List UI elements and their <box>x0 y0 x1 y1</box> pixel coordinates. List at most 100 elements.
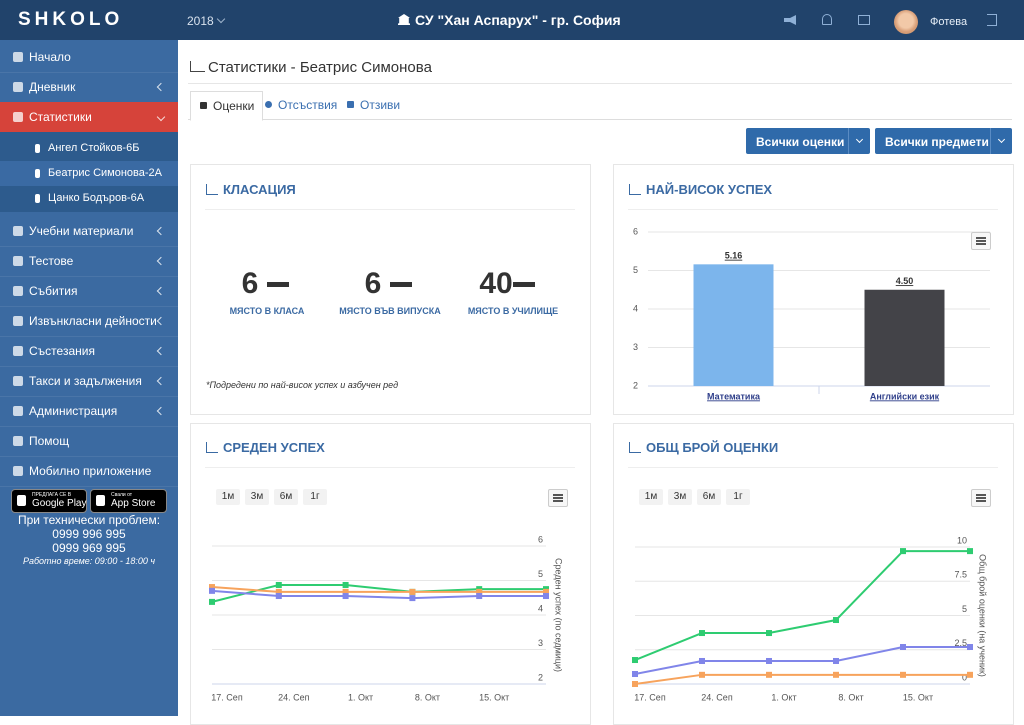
range-button[interactable]: 1г <box>303 489 327 505</box>
nav-label[interactable]: Събития <box>29 284 78 298</box>
nav-label[interactable]: Начало <box>29 50 71 64</box>
range-button[interactable]: 1г <box>726 489 750 505</box>
title-icon <box>190 61 205 72</box>
logout-icon[interactable] <box>987 14 997 26</box>
user-name[interactable]: Фотева <box>930 16 968 28</box>
tab[interactable]: Отсъствия <box>256 91 345 119</box>
nav-item[interactable]: Учебни материали <box>0 216 178 247</box>
range-button[interactable]: 6м <box>274 489 298 505</box>
ranking-panel <box>190 164 591 415</box>
point-marker <box>409 595 416 602</box>
panel-divider <box>628 467 998 468</box>
nav-icon <box>13 466 23 476</box>
range-button[interactable]: 1м <box>639 489 663 505</box>
point-marker <box>209 587 215 594</box>
nav-label[interactable]: Дневник <box>29 80 76 94</box>
range-button[interactable]: 1м <box>216 489 240 505</box>
point-marker <box>543 593 549 600</box>
filter-button[interactable]: Всички предмети <box>875 128 1012 154</box>
tab-label[interactable]: Отзиви <box>360 98 401 112</box>
store-badge[interactable]: Свали от App Store <box>90 489 167 513</box>
sub-nav-item[interactable]: Ангел Стойков-6Б <box>0 136 178 161</box>
x-tick-label: 24. Сеп <box>278 692 310 702</box>
nav-item[interactable]: Начало <box>0 42 178 73</box>
nav-label[interactable]: Тестове <box>29 254 74 268</box>
x-tick-label: 8. Окт <box>415 692 440 702</box>
point-marker <box>900 671 906 678</box>
x-tick-label: Математика <box>707 391 761 401</box>
tab-label[interactable]: Отсъствия <box>278 98 338 112</box>
nav-item[interactable]: Помощ <box>0 426 178 457</box>
chart-menu[interactable] <box>971 489 991 507</box>
divider <box>188 83 1012 84</box>
sub-nav: Ангел Стойков-6Б Беатрис Симонова-2А Цанко… <box>0 132 178 212</box>
sub-nav-item[interactable]: Цанко Бодъров-6А <box>0 186 178 211</box>
point-marker <box>967 548 973 555</box>
nav-label[interactable]: Статистики <box>29 110 92 124</box>
y-tick-label: 5 <box>538 569 543 579</box>
filter-button[interactable]: Всички оценки <box>746 128 870 154</box>
point-marker <box>342 588 349 595</box>
bell-icon[interactable] <box>822 14 832 25</box>
chart-menu[interactable] <box>971 232 991 250</box>
nav-item[interactable]: Извънкласни дейности <box>0 306 178 337</box>
sub-nav-label[interactable]: Ангел Стойков-6Б <box>48 142 140 154</box>
filter-label[interactable]: Всички оценки <box>756 135 845 149</box>
panel-title: НАЙ-ВИСОК УСПЕХ <box>646 182 773 197</box>
store-badge[interactable]: ПРЕДЛАГА СЕ В Google Play <box>11 489 87 513</box>
page-title: Статистики - Беатрис Симонова <box>208 59 432 76</box>
tab[interactable]: Отзиви <box>338 91 408 119</box>
nav-label[interactable]: Помощ <box>29 434 70 448</box>
nav-item[interactable]: Администрация <box>0 396 178 427</box>
tab-label[interactable]: Оценки <box>213 99 255 113</box>
nav-icon <box>13 112 23 122</box>
nav-item[interactable]: Мобилно приложение <box>0 456 178 487</box>
phone: 0999 969 995 <box>52 541 126 555</box>
chart-menu[interactable] <box>548 489 568 507</box>
filter-label[interactable]: Всички предмети <box>885 135 989 149</box>
y-tick-label: 2 <box>538 672 543 682</box>
range-button[interactable]: 3м <box>245 489 269 505</box>
nav-label[interactable]: Мобилно приложение <box>29 464 152 478</box>
tab-icon <box>347 101 354 108</box>
series-line <box>211 589 546 600</box>
x-tick-label: Английски език <box>870 391 940 401</box>
nav-label[interactable]: Учебни материали <box>29 224 134 238</box>
home-icon[interactable] <box>858 15 870 25</box>
avatar[interactable] <box>894 10 918 34</box>
nav-label[interactable]: Извънкласни дейности <box>29 314 157 328</box>
sub-nav-item[interactable]: Беатрис Симонова-2А <box>0 161 178 186</box>
tab[interactable]: Оценки <box>190 91 264 121</box>
point-marker <box>699 630 705 637</box>
nav-item[interactable]: Тестове <box>0 246 178 277</box>
nav-item[interactable]: Състезания <box>0 336 178 367</box>
nav-icon <box>13 226 23 236</box>
nav-item[interactable]: Статистики <box>0 102 178 133</box>
range-button[interactable]: 6м <box>697 489 721 505</box>
nav-icon <box>13 346 23 356</box>
sub-nav-label[interactable]: Беатрис Симонова-2А <box>48 167 162 179</box>
badge-name: Google Play <box>32 498 87 509</box>
y-tick-label: 5 <box>633 265 638 275</box>
year-select[interactable]: 2018 <box>187 14 214 28</box>
panel-divider <box>628 209 998 210</box>
student-icon <box>35 144 40 153</box>
rank-dash <box>390 282 412 287</box>
brand[interactable]: SHKOLO <box>18 9 124 30</box>
panel-icon <box>206 442 218 453</box>
x-tick-label: 17. Сеп <box>634 692 666 702</box>
rank-value: 40 <box>479 267 513 300</box>
announce-icon[interactable] <box>784 15 796 25</box>
nav-label[interactable]: Състезания <box>29 344 95 358</box>
x-tick-label: 1. Окт <box>348 692 373 702</box>
nav-item[interactable]: Събития <box>0 276 178 307</box>
range-button[interactable]: 3м <box>668 489 692 505</box>
nav-label[interactable]: Такси и задължения <box>29 374 142 388</box>
point-marker <box>766 630 772 637</box>
rank-label: МЯСТО В КЛАСА <box>229 306 305 316</box>
sub-nav-label[interactable]: Цанко Бодъров-6А <box>48 192 145 204</box>
y-tick-label: 7.5 <box>954 570 967 580</box>
nav-label[interactable]: Администрация <box>29 404 118 418</box>
nav-item[interactable]: Такси и задължения <box>0 366 178 397</box>
point-marker <box>342 581 349 588</box>
